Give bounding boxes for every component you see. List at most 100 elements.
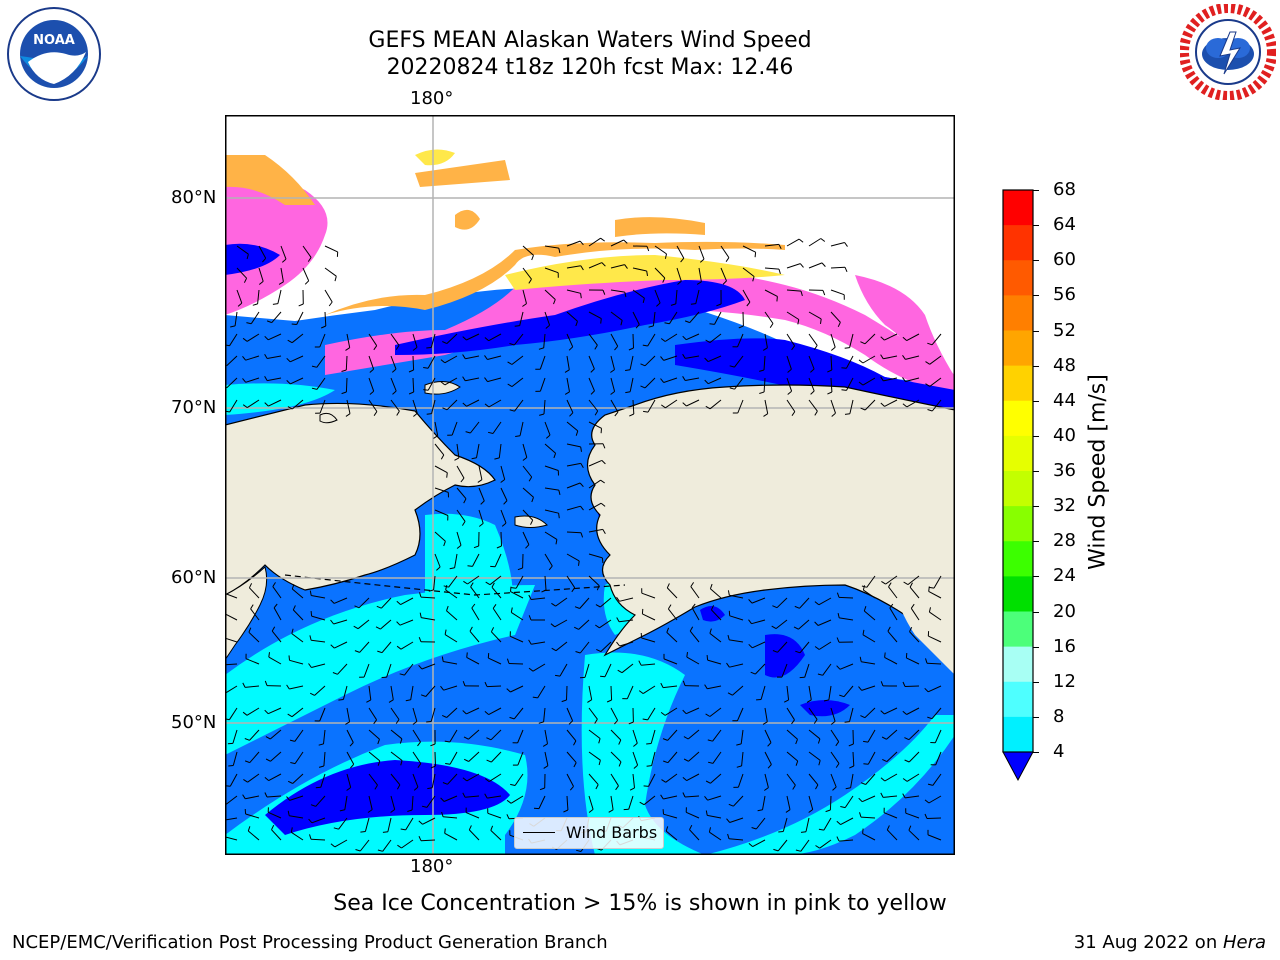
wind-barb	[685, 707, 700, 715]
wind-barb-flag	[910, 603, 915, 609]
wind-barb	[566, 482, 581, 489]
wind-barb-flag	[486, 759, 492, 763]
wind-barb	[390, 729, 403, 740]
wind-barb-flag	[442, 407, 448, 411]
wind-barb-flag	[682, 709, 687, 715]
wind-barb	[466, 333, 480, 341]
wind-barb-flag	[298, 303, 304, 307]
wind-barb	[588, 707, 598, 720]
wind-barb-flag	[462, 792, 466, 798]
wind-barb	[720, 267, 727, 282]
wind-barb-flag	[927, 342, 933, 346]
wind-barb	[517, 729, 524, 744]
wind-barb	[291, 831, 304, 841]
wind-barb-flag	[506, 688, 511, 693]
wind-barb	[632, 289, 645, 299]
wind-barb	[886, 729, 898, 740]
wind-barb-flag	[501, 522, 507, 527]
wind-barb-flag	[806, 699, 812, 703]
wind-barb-flag	[624, 291, 627, 298]
wind-barb-flag	[430, 743, 436, 747]
wind-barb-flag	[271, 824, 275, 830]
wind-barb-flag	[408, 369, 414, 373]
wind-barb-flag	[244, 738, 250, 741]
wind-barb-flag	[590, 368, 595, 373]
wind-barb-flag	[759, 369, 765, 372]
wind-barb-flag	[602, 443, 606, 449]
wind-barb	[390, 355, 397, 370]
wind-barb	[515, 575, 524, 589]
wind-barb-flag	[247, 826, 251, 832]
wind-barb-flag	[338, 699, 344, 701]
wind-barb	[628, 795, 634, 810]
wind-barb-flag	[369, 368, 374, 373]
wind-barb-flag	[462, 354, 466, 359]
wind-barb-flag	[543, 765, 549, 769]
wind-barb-flag	[670, 303, 676, 306]
wind-barb	[742, 267, 755, 277]
wind-barb	[434, 465, 448, 474]
wind-barb	[368, 685, 372, 700]
wind-barb	[368, 399, 378, 412]
wind-barb-flag	[808, 809, 814, 813]
wind-barb-flag	[588, 809, 594, 813]
wind-barb	[709, 707, 722, 717]
wind-barb	[434, 531, 446, 542]
wind-barb-flag	[705, 810, 708, 816]
wind-barb-flag	[262, 257, 267, 263]
wind-barb	[445, 589, 458, 599]
wind-barb-flag	[579, 240, 584, 246]
wind-barb-flag	[677, 280, 682, 285]
wind-barb	[905, 355, 920, 360]
wind-barb	[610, 264, 625, 269]
wind-barb-flag	[507, 361, 513, 365]
wind-barb-flag	[793, 626, 799, 630]
colorbar	[1002, 189, 1034, 782]
wind-barb-flag	[623, 239, 628, 244]
wind-barb-flag	[860, 407, 866, 411]
wind-barb	[412, 729, 421, 743]
wind-barb	[632, 729, 638, 744]
wind-barb-flag	[602, 289, 606, 295]
wind-barb	[232, 729, 238, 744]
wind-barb-flag	[660, 682, 664, 688]
wind-barb-flag	[600, 479, 605, 484]
wind-barb	[830, 333, 836, 348]
wind-barb-flag	[442, 782, 448, 785]
wind-barb-flag	[399, 673, 405, 676]
footer-machine: Hera	[1222, 932, 1266, 953]
wind-barb-flag	[551, 647, 557, 652]
wind-barb	[522, 531, 530, 545]
wind-barb-flag	[880, 681, 884, 687]
wind-barb	[488, 773, 502, 783]
wind-barb-flag	[643, 410, 649, 413]
wind-barb	[434, 443, 445, 456]
colorbar-tick-label: 48	[1053, 354, 1076, 376]
wind-barb	[268, 656, 282, 665]
wind-barb-flag	[309, 834, 312, 840]
wind-barb	[908, 829, 920, 841]
colorbar-tick-label: 28	[1053, 530, 1076, 552]
wind-barb	[686, 773, 700, 782]
wind-barb	[290, 377, 304, 385]
wind-barb	[786, 311, 800, 320]
wind-barb	[775, 619, 788, 629]
wind-barb	[647, 333, 656, 347]
wind-barb-flag	[727, 833, 730, 839]
wind-barb-flag	[440, 381, 446, 386]
wind-barb	[862, 634, 876, 643]
wind-barb	[289, 659, 304, 665]
wind-barb	[800, 839, 810, 852]
wind-barb	[488, 657, 502, 665]
wind-barb	[443, 685, 458, 691]
noaa-logo: NOAA	[7, 7, 101, 101]
wind-barb-flag	[396, 621, 401, 626]
wind-barb-flag	[491, 582, 495, 588]
wind-barb-flag	[250, 604, 254, 610]
map-legend: Wind Barbs	[514, 817, 664, 849]
wind-barb	[487, 795, 502, 799]
wind-barb	[472, 553, 480, 567]
wind-barb-flag	[660, 794, 664, 800]
wind-barb-flag	[531, 497, 534, 503]
colorbar-tick-label: 32	[1053, 495, 1076, 517]
